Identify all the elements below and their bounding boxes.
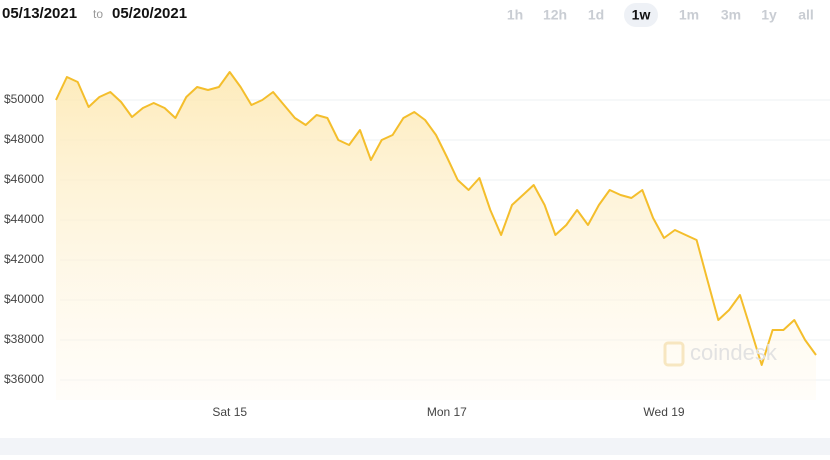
y-tick-label: $42000 xyxy=(4,252,44,266)
plot: $36000 $38000 $40000 $42000 $44000 $46000 $480… xyxy=(4,71,830,419)
date-joiner: to xyxy=(93,7,103,21)
range-button[interactable]: 1d xyxy=(588,7,604,23)
x-tick-label: Sat 15 xyxy=(212,405,247,419)
date-to: 05/20/2021 xyxy=(112,5,187,22)
watermark: coindesk xyxy=(690,340,778,365)
range-selector: 1h 12h 1d 1w 1m 3m 1y all xyxy=(507,3,814,27)
x-tick-label: Mon 17 xyxy=(427,405,467,419)
range-button[interactable]: 3m xyxy=(721,7,741,23)
y-tick-label: $36000 xyxy=(4,372,44,386)
range-button[interactable]: 1w xyxy=(632,7,651,23)
range-button[interactable]: 1h xyxy=(507,7,523,23)
y-tick-label: $46000 xyxy=(4,172,44,186)
footer-strip xyxy=(0,438,830,455)
range-button[interactable]: 12h xyxy=(543,7,567,23)
date-from: 05/13/2021 xyxy=(2,5,77,22)
range-button[interactable]: 1m xyxy=(679,7,699,23)
y-tick-label: $50000 xyxy=(4,92,44,106)
area xyxy=(56,72,816,400)
watermark-logo xyxy=(663,341,685,367)
range-button[interactable]: all xyxy=(798,7,814,23)
x-tick-label: Wed 19 xyxy=(643,405,684,419)
y-tick-label: $44000 xyxy=(4,212,44,226)
y-tick-label: $48000 xyxy=(4,132,44,146)
y-tick-label: $38000 xyxy=(4,332,44,346)
range-selected-bg xyxy=(624,3,658,27)
price-line xyxy=(55,71,817,366)
range-button[interactable]: 1y xyxy=(761,7,777,23)
y-tick-label: $40000 xyxy=(4,292,44,306)
